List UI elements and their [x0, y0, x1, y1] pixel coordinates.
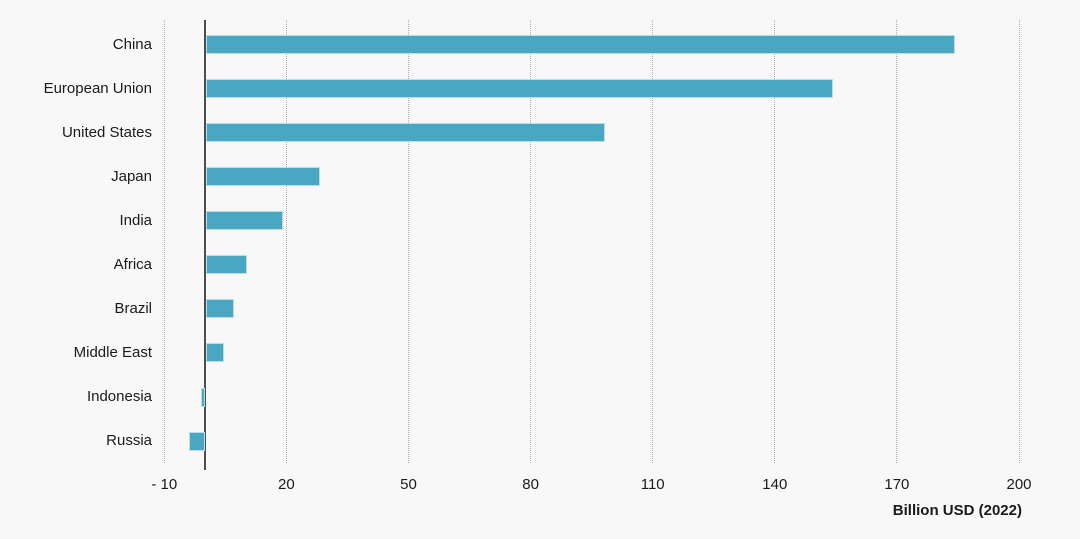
category-label: China: [112, 35, 152, 53]
gridline: [774, 20, 776, 463]
gridline: [652, 20, 654, 463]
category-label: Indonesia: [86, 388, 152, 406]
bar: [206, 255, 247, 275]
bar: [206, 167, 320, 187]
category-label: Middle East: [73, 343, 152, 361]
x-tick-label: 200: [1006, 476, 1032, 493]
category-label: Russia: [106, 432, 152, 450]
x-axis-title: Billion USD (2022): [892, 502, 1022, 519]
gridline: [1018, 20, 1020, 463]
category-label: Japan: [111, 167, 152, 185]
gridline: [530, 20, 532, 463]
category-label: India: [119, 211, 152, 229]
x-tick-label: 170: [884, 476, 910, 493]
x-tick-label: - 10: [151, 476, 178, 493]
bar: [206, 343, 225, 363]
category-label: Africa: [113, 255, 152, 273]
bar: [206, 123, 605, 143]
gridline: [163, 20, 165, 463]
category-label: Brazil: [114, 299, 152, 317]
bar: [200, 387, 205, 407]
x-tick-label: 50: [400, 476, 417, 493]
gridline: [896, 20, 898, 463]
x-tick-label: 20: [278, 476, 295, 493]
gridline: [285, 20, 287, 463]
x-tick-label: 80: [522, 476, 539, 493]
x-tick-label: 110: [640, 476, 665, 493]
bar: [206, 211, 284, 231]
gridline: [408, 20, 409, 463]
x-tick-label: 140: [762, 476, 788, 493]
category-label: European Union: [43, 79, 152, 97]
bar: [206, 299, 235, 319]
bar: [206, 79, 833, 99]
category-label: United States: [61, 123, 152, 141]
bar: [188, 431, 205, 451]
zero-axis-line: [204, 20, 206, 470]
bar: [206, 35, 955, 54]
